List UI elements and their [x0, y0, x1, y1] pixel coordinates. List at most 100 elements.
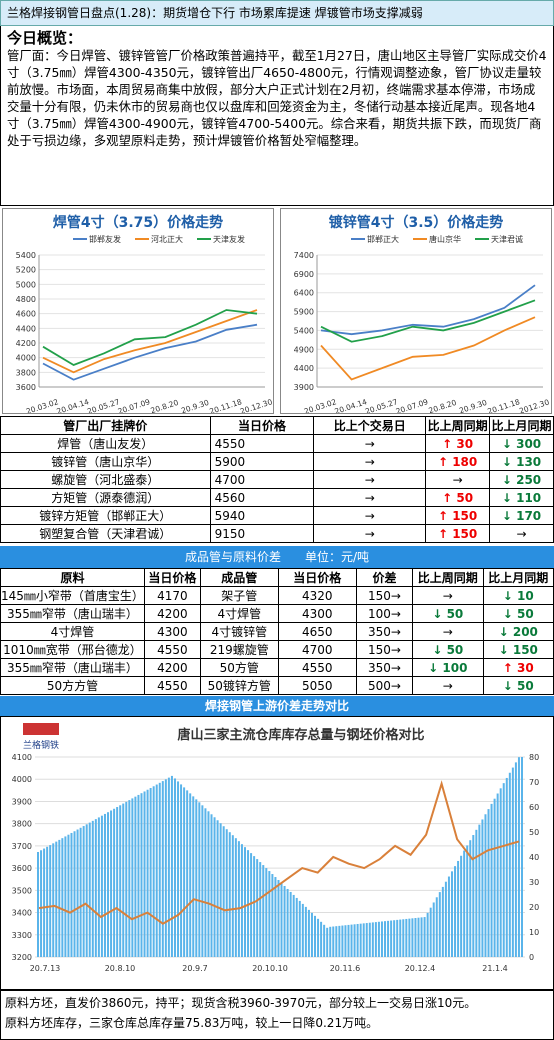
inventory-bar: [393, 920, 396, 957]
summary-box: 今日概览： 管厂面：今日焊管、镀锌管管厂价格政策普遍持平，截至1月27日，唐山地…: [0, 26, 554, 206]
inventory-bar: [116, 807, 119, 957]
spread-band: 成品管与原料价差 单位：元/吨: [0, 546, 554, 568]
inventory-bar: [113, 808, 116, 957]
table2-row: 1010㎜宽带（邢台德龙） 4550 219螺旋管 4700 150→ ↓ 50 ↓ 150: [0, 640, 554, 659]
inventory-bar: [207, 811, 210, 957]
right-chart-y-tick: 5400: [294, 326, 314, 335]
right-chart-series-line: [320, 299, 536, 343]
inventory-y-left-tick: 3300: [12, 931, 32, 940]
right-price-chart: 镀锌管4寸（3.5）价格走势 邯郸正大 唐山京华 天津君诚 7400 6900 6400 5…: [280, 208, 552, 416]
inventory-x-tick: 20.7.13: [30, 964, 61, 973]
raw-material: 145㎜小窄带（首唐宝生）: [0, 586, 145, 605]
logo-text: 兰格钢铁: [23, 739, 59, 751]
inventory-bar: [496, 793, 499, 957]
inventory-bar: [64, 836, 67, 957]
inventory-bar: [304, 906, 307, 957]
inventory-bar: [435, 897, 438, 957]
inventory-bar: [426, 912, 429, 957]
inventory-bar: [134, 796, 137, 957]
inventory-bar: [167, 777, 170, 957]
product-name: 镀锌方矩管（邯郸正大）: [0, 506, 211, 525]
table2-row: 50方方管 4550 50镀锌方管 5050 500→ → ↓ 50: [0, 676, 554, 695]
inventory-bar: [405, 918, 408, 957]
inventory-bar: [277, 880, 280, 957]
inventory-bar: [350, 924, 353, 957]
left-chart-y-tick: 3800: [16, 368, 36, 377]
raw-material: 4寸焊管: [0, 622, 145, 641]
right-chart-legend-label: 唐山京华: [429, 234, 461, 244]
inventory-chart-title: 唐山三家主流仓库库存总量与钢坯价格对比: [177, 727, 424, 743]
left-chart-legend-label: 河北正大: [151, 234, 183, 244]
inventory-bar: [94, 819, 97, 957]
inventory-bar: [52, 843, 55, 957]
table2-header-cell: 当日价格: [143, 568, 201, 587]
inventory-x-tick: 20.8.10: [105, 964, 136, 973]
inventory-bar: [380, 921, 383, 957]
inventory-bar: [399, 919, 402, 957]
inventory-y-right-tick: 60: [529, 803, 539, 812]
inventory-bar: [46, 846, 49, 957]
inventory-bar: [274, 877, 277, 957]
inventory-bar: [420, 917, 423, 957]
inventory-bar: [40, 850, 43, 957]
table1-header-row: 管厂出厂挂牌价 当日价格 比上个交易日 比上周同期 比上月同期: [0, 416, 554, 435]
right-chart-series-line: [320, 284, 536, 336]
month-change: ↓ 50: [482, 676, 554, 695]
inventory-bar: [79, 827, 82, 957]
right-chart-y-tick: 4900: [294, 345, 314, 354]
right-chart-y-tick: 6900: [294, 270, 314, 279]
inventory-bar: [326, 927, 329, 957]
inventory-bar: [125, 801, 128, 957]
inventory-bar: [164, 779, 167, 957]
table2-row: 4寸焊管 4300 4寸镀锌管 4650 350→ → ↓ 200: [0, 622, 554, 641]
right-chart-x-tick: 20.05.27: [364, 397, 399, 413]
inventory-bar: [250, 853, 253, 957]
product-price: 4700: [209, 470, 315, 489]
table2-row: 355㎜窄带（唐山瑞丰） 4200 4寸焊管 4300 100→ ↓ 50 ↓ 50: [0, 604, 554, 623]
inventory-bar: [55, 841, 58, 957]
inventory-bar: [268, 871, 271, 957]
inventory-bar: [110, 810, 113, 957]
day-change: →: [313, 524, 427, 543]
inventory-bar: [253, 856, 256, 957]
week-change: ↑ 150: [425, 524, 491, 543]
inventory-bar: [374, 922, 377, 957]
inventory-chart: 兰格钢铁 唐山三家主流仓库库存总量与钢坯价格对比 4100 4000 3900 380…: [0, 716, 554, 990]
week-change: ↑ 50: [425, 488, 491, 507]
week-change: ↓ 50: [412, 604, 484, 623]
table1-row: 钢塑复合管（天津君诚） 9150 → ↑ 150 →: [0, 524, 554, 543]
inventory-bar: [97, 817, 100, 957]
day-change: →: [313, 470, 427, 489]
month-change: ↓ 250: [489, 470, 554, 489]
table1-header-cell: 当日价格: [209, 416, 315, 435]
inventory-bar: [237, 841, 240, 957]
left-chart-svg: 焊管4寸（3.75）价格走势 邯郸友发 河北正大 天津友发 5400 5200 5000 4…: [16, 214, 274, 416]
product-price: 4560: [209, 488, 315, 507]
table1-header-cell: 比上月同期: [489, 416, 554, 435]
inventory-bar: [256, 859, 259, 957]
table2-header-cell: 比上月同期: [482, 568, 554, 587]
inventory-bar: [280, 882, 283, 957]
price-diff: 350→: [355, 658, 414, 677]
inventory-y-right-tick: 20: [529, 903, 539, 912]
table2-header-cell: 原料: [0, 568, 145, 587]
inventory-bar: [173, 778, 176, 957]
inventory-bar: [323, 924, 326, 957]
inventory-bar: [298, 900, 301, 957]
inventory-bar: [307, 909, 310, 957]
raw-price: 4550: [143, 640, 201, 659]
inventory-bar: [158, 782, 161, 957]
right-chart-series-line: [320, 316, 536, 381]
price-diff: 150→: [355, 640, 414, 659]
inventory-bar: [447, 876, 450, 957]
right-chart-legend-label: 邯郸正大: [367, 234, 399, 244]
inventory-x-tick: 20.12.4: [405, 964, 436, 973]
inventory-bar: [146, 789, 149, 957]
inventory-bar: [429, 907, 432, 957]
inventory-bar: [289, 891, 292, 957]
inventory-bar: [310, 912, 313, 957]
inventory-y-right-tick: 70: [529, 778, 539, 787]
inventory-bar: [341, 925, 344, 957]
table1-header-cell: 比上周同期: [425, 416, 491, 435]
inventory-bar: [460, 855, 463, 957]
